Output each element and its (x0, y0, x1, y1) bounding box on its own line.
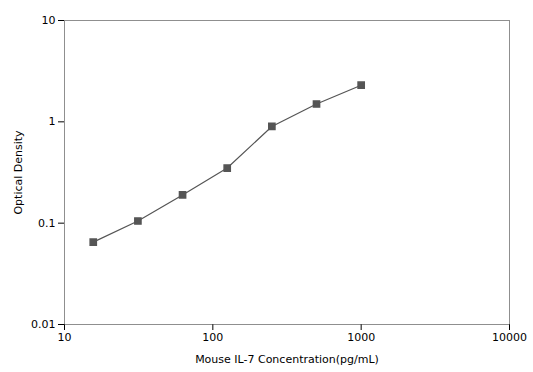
svg-text:10000: 10000 (492, 331, 527, 344)
svg-text:10: 10 (42, 14, 56, 27)
svg-text:0.1: 0.1 (38, 217, 56, 230)
svg-text:100: 100 (202, 331, 223, 344)
svg-text:Optical Density: Optical Density (12, 130, 25, 215)
svg-text:1000: 1000 (347, 331, 375, 344)
svg-text:0.01: 0.01 (31, 318, 56, 331)
svg-text:Mouse IL-7 Concentration(pg/mL: Mouse IL-7 Concentration(pg/mL) (195, 353, 379, 366)
svg-text:1: 1 (49, 115, 56, 128)
svg-text:10: 10 (58, 331, 72, 344)
